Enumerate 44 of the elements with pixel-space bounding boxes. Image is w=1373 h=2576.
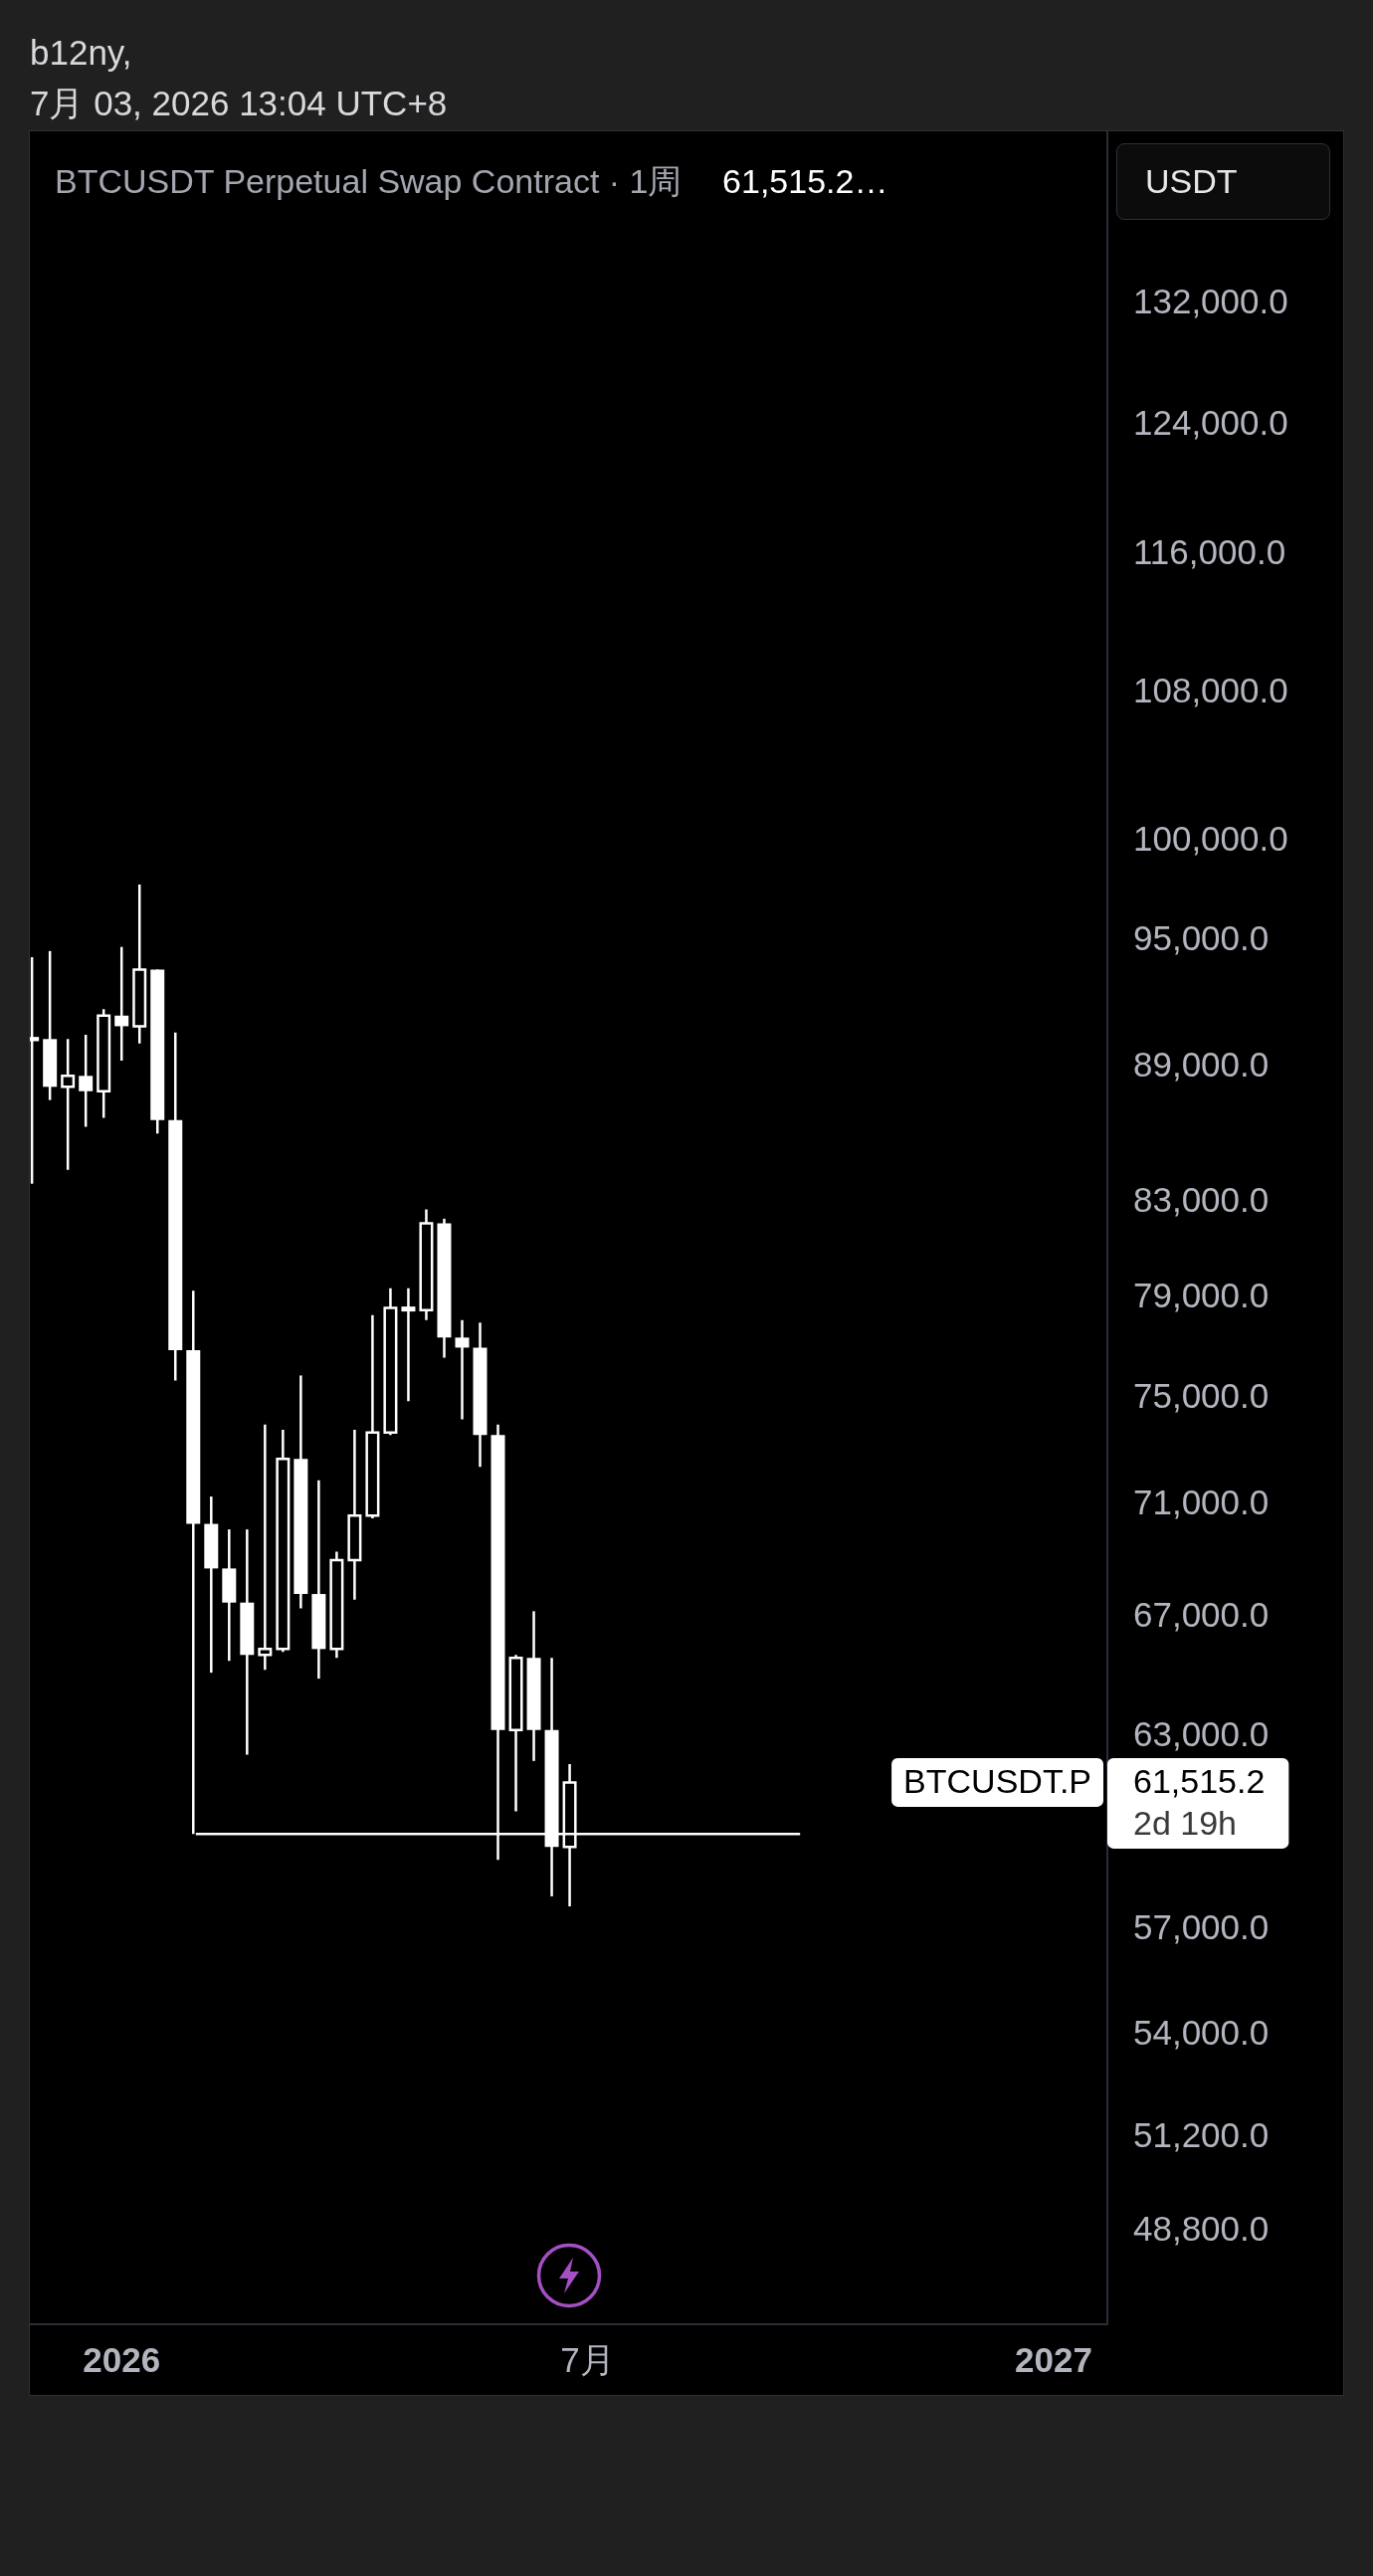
y-tick-label: 71,000.0	[1133, 1482, 1270, 1521]
y-tick-label: 116,000.0	[1133, 531, 1286, 571]
candlestick	[383, 1287, 398, 1437]
text: 2d 19h	[1133, 1803, 1237, 1842]
text: b12ny,	[30, 32, 132, 74]
x-tick-label: 2027	[1015, 2339, 1092, 2379]
y-tick-label: 100,000.0	[1133, 819, 1288, 859]
y-tick-label: 54,000.0	[1133, 2012, 1270, 2052]
candlestick	[365, 1313, 380, 1520]
y-tick-label: 108,000.0	[1133, 670, 1288, 709]
candlestick	[114, 945, 129, 1063]
y-tick-label: 132,000.0	[1133, 282, 1288, 321]
y-tick-label: 63,000.0	[1133, 1713, 1270, 1753]
candlestick	[455, 1318, 470, 1421]
text: 7月 03, 2026 13:04 UTC+8	[30, 83, 448, 124]
x-tick-label: 7月	[560, 2339, 615, 2379]
candlestick	[276, 1428, 291, 1654]
x-tick-label: 2026	[83, 2339, 161, 2379]
y-tick-label: 95,000.0	[1133, 918, 1270, 958]
y-tick-label: 89,000.0	[1133, 1045, 1270, 1085]
candlestick	[347, 1428, 362, 1602]
y-tick-label: 124,000.0	[1133, 402, 1288, 442]
y-axis-title: USDT	[1145, 162, 1238, 200]
candlestick	[132, 883, 147, 1045]
candlestick	[79, 1033, 94, 1128]
y-tick-label: 83,000.0	[1133, 1180, 1270, 1220]
candlestick	[508, 1654, 523, 1813]
y-tick-label: 57,000.0	[1133, 1907, 1270, 1947]
candlestick	[329, 1550, 344, 1660]
currency-button: USDT	[1116, 143, 1330, 220]
candlestick	[401, 1287, 416, 1403]
y-tick-label: 48,800.0	[1133, 2208, 1270, 2248]
candlestick	[419, 1208, 434, 1322]
text: BTCUSDT Perpetual Swap Contract · 1周	[55, 162, 683, 201]
annotation: BTCUSDT.P	[903, 1761, 1092, 1800]
y-tick-label: 75,000.0	[1133, 1376, 1270, 1416]
y-tick-label: 67,000.0	[1133, 1594, 1270, 1634]
candlestick	[258, 1423, 273, 1672]
y-tick-label: 51,200.0	[1133, 2115, 1270, 2155]
candlestick	[97, 1008, 111, 1119]
y-tick-label: 79,000.0	[1133, 1276, 1270, 1315]
text: 61,515.2	[1133, 1761, 1266, 1800]
text: 61,515.2…	[722, 162, 888, 201]
candlestick	[61, 1038, 76, 1172]
